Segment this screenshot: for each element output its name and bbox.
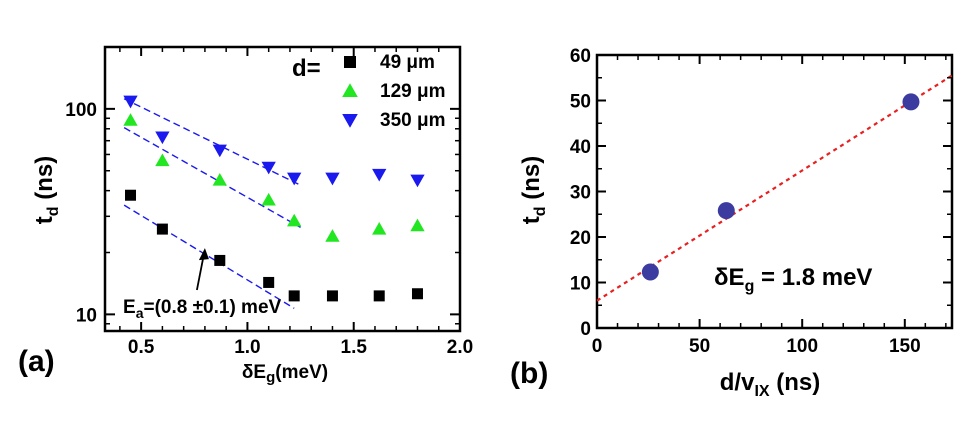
panel-b: 0 50 100 150 0 10 20 30 40 50 60 (b) td (ns) d/vI…: [510, 46, 954, 400]
panel-a-legend-title: d=: [292, 55, 321, 82]
panel-a-legend-label-1: 129 μm: [380, 81, 446, 102]
panel-b-xlabel-sub: IX: [754, 383, 769, 400]
panel-a-annotation-prefix: E: [123, 297, 136, 318]
panel-b-ytick-label-6: 60: [570, 46, 591, 67]
panel-b-ytick-label-0: 0: [580, 319, 591, 340]
panel-a-point-s1-7: [410, 218, 425, 232]
panel-b-fit-line: [596, 74, 953, 302]
panel-b-ytick-label-5: 50: [570, 92, 591, 113]
panel-a-xtick-label-3: 2.0: [447, 337, 473, 358]
panel-a-xlabel: δEg(meV): [242, 362, 328, 386]
panel-a-ytick-label-0: 10: [76, 305, 97, 326]
panel-a-frame: [103, 45, 462, 333]
panel-a-xtick-label-1: 1.0: [234, 337, 260, 358]
panel-a-xlabel-sub: g: [266, 369, 275, 386]
panel-a-point-s0-5: [326, 290, 338, 302]
panel-a-legend-label-0: 49 μm: [380, 52, 435, 73]
panel-a-point-s2-5: [325, 172, 340, 186]
panel-b-ylabel: td (ns): [518, 156, 549, 224]
panel-b-xlabel-suffix: (ns): [770, 369, 821, 396]
panel-a-point-s0-3: [263, 276, 275, 288]
panel-b-xtick-label-3: 150: [889, 336, 921, 357]
panel-a-point-s2-4: [287, 172, 302, 186]
panel-a: 0.5 1.0 1.5 2.0 10 100 49 μm 129 μm 350 μm (a)…: [18, 45, 473, 386]
panel-a-point-s1-0: [123, 113, 138, 126]
panel-a-xtick-label-0: 0.5: [128, 337, 155, 358]
panel-a-point-s1-2: [212, 172, 227, 186]
panel-b-xlabel-prefix: d/v: [720, 369, 755, 396]
panel-a-annotation-sub: a: [136, 305, 144, 321]
panel-b-label: (b): [510, 357, 548, 390]
panel-a-ytick-label-1: 100: [65, 100, 97, 121]
panel-a-xlabel-prefix: δE: [242, 362, 266, 383]
panel-b-ytick-label-4: 40: [570, 137, 591, 158]
panel-a-annotation-arrow: [196, 253, 205, 291]
panel-b-point-1: [717, 202, 735, 220]
panel-a-point-s1-1: [155, 153, 170, 167]
panel-b-annotation-sub: g: [745, 278, 755, 295]
panel-a-annotation: Ea=(0.8 ±0.1) meV: [123, 297, 282, 321]
panel-b-ylabel-sub: d: [532, 206, 549, 216]
panel-a-point-s0-6: [373, 290, 385, 302]
panel-a-point-s2-2: [212, 144, 227, 158]
panel-a-point-s2-7: [410, 174, 425, 188]
svg-text:td (ns): td (ns): [31, 156, 62, 224]
panel-a-point-s0-7: [411, 288, 423, 300]
panel-a-point-s0-0: [125, 189, 137, 201]
panel-b-ylabel-main: t: [518, 216, 545, 224]
panel-a-xtick-label-2: 1.5: [341, 337, 368, 358]
panel-b-xtick-label-1: 50: [689, 336, 710, 357]
panel-a-fit-line-0: [123, 204, 295, 309]
panel-b-ylabel-suffix: (ns): [518, 156, 545, 207]
panel-a-point-s2-1: [155, 131, 170, 145]
panel-a-point-s0-1: [156, 223, 168, 235]
panel-b-annotation: δEg = 1.8 meV: [714, 264, 872, 295]
panel-b-annotation-text: = 1.8 meV: [754, 264, 872, 291]
panel-a-point-s0-2: [214, 254, 226, 266]
panel-a-ylabel-main: t: [31, 216, 58, 224]
panel-a-legend-label-2: 350 μm: [380, 110, 446, 131]
panel-a-point-s2-6: [372, 168, 387, 182]
panel-b-ytick-label-2: 20: [570, 228, 591, 249]
panel-a-point-s1-3: [261, 192, 276, 206]
panel-b-ytick-label-1: 10: [570, 274, 591, 295]
panel-b-ytick-label-3: 30: [570, 183, 591, 204]
panel-a-legend-marker-0: [344, 56, 356, 68]
panel-a-annotation-text: =(0.8 ±0.1) meV: [143, 297, 281, 318]
panel-a-legend-marker-1: [342, 83, 358, 97]
panel-a-ylabel: td (ns): [31, 156, 62, 224]
panel-a-fit-line-2: [123, 98, 301, 186]
panel-b-xtick-label-0: 0: [592, 336, 603, 357]
panel-b-point-0: [641, 263, 659, 281]
panel-a-point-s2-0: [123, 95, 138, 109]
panel-a-ylabel-suffix: (ns): [31, 156, 58, 207]
panel-a-point-s1-4: [287, 213, 302, 227]
panel-a-legend-marker-2: [342, 114, 358, 128]
panel-a-fit-line-1: [123, 127, 301, 228]
svg-text:td (ns): td (ns): [518, 156, 549, 224]
panel-b-xlabel: d/vIX (ns): [720, 369, 820, 400]
panel-a-point-s1-5: [325, 229, 340, 242]
panel-a-label: (a): [18, 345, 55, 378]
panel-a-annotation-arrowhead: [198, 248, 209, 261]
panel-a-point-s2-3: [261, 161, 276, 175]
panel-a-point-s1-6: [372, 221, 387, 235]
panel-b-annotation-prefix: δE: [714, 264, 745, 291]
panel-a-xlabel-suffix: (meV): [275, 362, 328, 383]
panel-b-xtick-label-2: 100: [786, 336, 818, 357]
panel-a-point-s0-4: [288, 290, 300, 302]
panel-b-point-2: [902, 93, 920, 111]
panel-a-ylabel-sub: d: [45, 206, 62, 216]
